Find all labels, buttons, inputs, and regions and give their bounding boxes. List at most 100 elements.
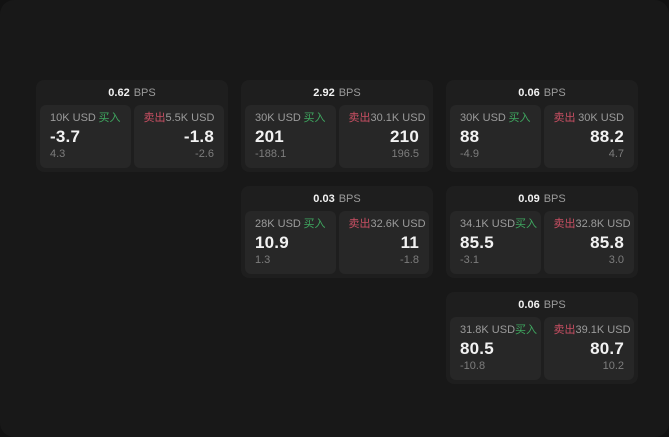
quote-body: 10K USD 买入 -3.7 4.3 卖出 5.5K USD -1.8 -2.… — [36, 105, 228, 172]
sell-quote-tile[interactable]: 卖出 5.5K USD -1.8 -2.6 — [133, 105, 224, 168]
sell-price: 80.7 — [590, 339, 624, 358]
sell-size-label: 32.6K USD — [370, 218, 426, 230]
sell-side-label: 卖出 — [348, 112, 371, 124]
buy-tile-header: 10K USD 买入 — [50, 113, 121, 124]
buy-delta: -3.1 — [460, 254, 479, 266]
sell-delta: 3.0 — [608, 254, 624, 266]
spread-header: 0.06 BPS — [446, 292, 638, 317]
quote-card: 2.92 BPS 30K USD 买入 201 -188.1 卖出 30.1K … — [241, 80, 433, 172]
spread-unit: BPS — [543, 298, 566, 311]
spread-header: 0.09 BPS — [446, 186, 638, 211]
sell-side-label: 卖出 — [553, 324, 576, 336]
sell-delta: 196.5 — [391, 148, 419, 160]
quote-body: 31.8K USD 买入 80.5 -10.8 卖出 39.1K USD 80.… — [446, 317, 638, 384]
spread-value: 0.09 — [518, 192, 540, 205]
buy-side-label: 买入 — [515, 218, 538, 230]
sell-quote-tile[interactable]: 卖出 30K USD 88.2 4.7 — [543, 105, 634, 168]
spread-value: 2.92 — [313, 86, 335, 99]
buy-tile-header: 28K USD 买入 — [255, 219, 326, 230]
buy-size-label: 31.8K USD — [460, 324, 516, 336]
spread-unit: BPS — [338, 192, 361, 205]
sell-delta: 4.7 — [608, 148, 624, 160]
sell-size-label: 5.5K USD — [165, 112, 215, 124]
sell-tile-header: 卖出 39.1K USD — [553, 324, 631, 336]
quote-card: 0.06 BPS 30K USD 买入 88 -4.9 卖出 30K USD 8… — [446, 80, 638, 172]
sell-delta: 10.2 — [602, 360, 624, 372]
sell-tile-header: 卖出 32.6K USD — [348, 218, 426, 230]
spread-unit: BPS — [543, 86, 566, 99]
spread-unit: BPS — [338, 86, 361, 99]
sell-price: -1.8 — [183, 127, 214, 146]
buy-delta: 4.3 — [50, 148, 66, 160]
sell-quote-tile[interactable]: 卖出 30.1K USD 210 196.5 — [338, 105, 429, 168]
buy-delta: -188.1 — [255, 148, 287, 160]
buy-quote-tile[interactable]: 10K USD 买入 -3.7 4.3 — [40, 105, 131, 168]
spread-unit: BPS — [133, 86, 156, 99]
buy-price: 201 — [255, 127, 284, 146]
buy-quote-tile[interactable]: 31.8K USD 买入 80.5 -10.8 — [450, 317, 541, 380]
spread-header: 2.92 BPS — [241, 80, 433, 105]
buy-tile-header: 34.1K USD 买入 — [460, 218, 537, 230]
quote-card: 0.62 BPS 10K USD 买入 -3.7 4.3 卖出 5.5K USD… — [36, 80, 228, 172]
spread-value: 0.06 — [518, 86, 540, 99]
buy-delta: -4.9 — [460, 148, 479, 160]
buy-quote-tile[interactable]: 30K USD 买入 88 -4.9 — [450, 105, 541, 168]
quote-body: 30K USD 买入 88 -4.9 卖出 30K USD 88.2 4.7 — [446, 105, 638, 172]
buy-size-label: 28K USD — [255, 218, 301, 230]
quote-body: 30K USD 买入 201 -188.1 卖出 30.1K USD 210 1… — [241, 105, 433, 172]
sell-side-label: 卖出 — [553, 218, 576, 230]
buy-price: 85.5 — [460, 233, 494, 252]
sell-price: 85.8 — [590, 233, 624, 252]
buy-quote-tile[interactable]: 30K USD 买入 201 -188.1 — [245, 105, 336, 168]
sell-delta: -1.8 — [400, 254, 419, 266]
quote-body: 28K USD 买入 10.9 1.3 卖出 32.6K USD 11 -1.8 — [241, 211, 433, 278]
sell-price: 88.2 — [590, 127, 624, 146]
buy-quote-tile[interactable]: 28K USD 买入 10.9 1.3 — [245, 211, 336, 274]
quote-card: 0.09 BPS 34.1K USD 买入 85.5 -3.1 卖出 32.8K… — [446, 186, 638, 278]
quote-grid: 0.62 BPS 10K USD 买入 -3.7 4.3 卖出 5.5K USD… — [36, 80, 638, 384]
spread-value: 0.03 — [313, 192, 335, 205]
spread-value: 0.62 — [108, 86, 130, 99]
buy-price: 88 — [460, 127, 480, 146]
buy-side-label: 买入 — [303, 218, 326, 230]
buy-quote-tile[interactable]: 34.1K USD 买入 85.5 -3.1 — [450, 211, 541, 274]
quote-card: 0.03 BPS 28K USD 买入 10.9 1.3 卖出 32.6K US… — [241, 186, 433, 278]
buy-delta: -10.8 — [460, 360, 486, 372]
sell-side-label: 卖出 — [553, 112, 576, 124]
spread-unit: BPS — [543, 192, 566, 205]
spread-header: 0.62 BPS — [36, 80, 228, 105]
buy-price: 10.9 — [255, 233, 289, 252]
buy-side-label: 买入 — [508, 112, 531, 124]
spread-header: 0.06 BPS — [446, 80, 638, 105]
buy-price: -3.7 — [50, 127, 81, 146]
sell-delta: -2.6 — [195, 148, 214, 160]
buy-side-label: 买入 — [98, 112, 121, 124]
sell-tile-header: 卖出 30.1K USD — [348, 112, 426, 124]
buy-side-label: 买入 — [515, 324, 538, 336]
sell-size-label: 30.1K USD — [370, 112, 426, 124]
sell-tile-header: 卖出 30K USD — [554, 113, 625, 124]
sell-price: 210 — [390, 127, 419, 146]
spread-value: 0.06 — [518, 298, 540, 311]
buy-size-label: 30K USD — [460, 112, 506, 124]
buy-tile-header: 30K USD 买入 — [255, 113, 326, 124]
sell-side-label: 卖出 — [348, 218, 371, 230]
buy-side-label: 买入 — [303, 112, 326, 124]
quote-body: 34.1K USD 买入 85.5 -3.1 卖出 32.8K USD 85.8… — [446, 211, 638, 278]
sell-quote-tile[interactable]: 卖出 32.8K USD 85.8 3.0 — [543, 211, 634, 274]
sell-size-label: 30K USD — [578, 112, 624, 124]
buy-size-label: 34.1K USD — [460, 218, 516, 230]
sell-side-label: 卖出 — [143, 112, 166, 124]
quote-card: 0.06 BPS 31.8K USD 买入 80.5 -10.8 卖出 39.1… — [446, 292, 638, 384]
buy-price: 80.5 — [460, 339, 494, 358]
buy-tile-header: 30K USD 买入 — [460, 113, 531, 124]
buy-tile-header: 31.8K USD 买入 — [460, 324, 537, 336]
sell-size-label: 32.8K USD — [575, 218, 631, 230]
sell-quote-tile[interactable]: 卖出 39.1K USD 80.7 10.2 — [543, 317, 634, 380]
sell-price: 11 — [400, 233, 419, 252]
sell-quote-tile[interactable]: 卖出 32.6K USD 11 -1.8 — [338, 211, 429, 274]
sell-tile-header: 卖出 32.8K USD — [553, 218, 631, 230]
sell-tile-header: 卖出 5.5K USD — [144, 113, 215, 124]
buy-size-label: 30K USD — [255, 112, 301, 124]
